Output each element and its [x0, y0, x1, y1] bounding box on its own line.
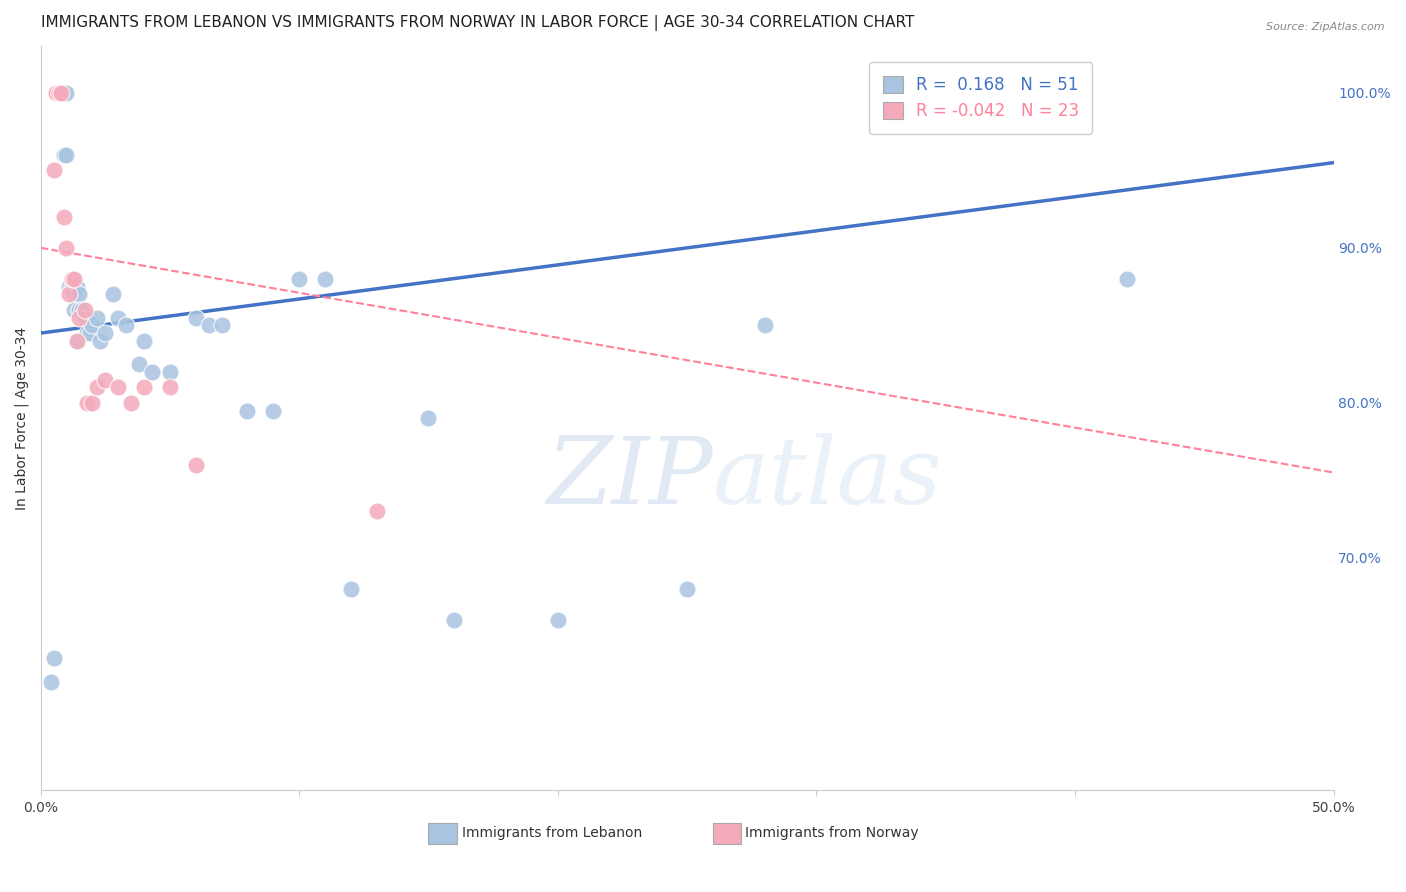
Point — [70, 302, 93, 317]
Point — [67, 310, 90, 325]
Point — [314, 272, 336, 286]
Legend: R =  0.168   N = 51, R = -0.042   N = 23: R = 0.168 N = 51, R = -0.042 N = 23 — [869, 62, 1092, 134]
Point — [48, 86, 70, 100]
Point — [211, 318, 233, 333]
Point — [48, 86, 70, 100]
Point — [132, 380, 155, 394]
Point — [86, 310, 108, 325]
Point — [197, 318, 219, 333]
Point — [52, 86, 75, 100]
Point — [76, 396, 98, 410]
Point — [418, 411, 440, 425]
Point — [184, 458, 207, 472]
Point — [58, 279, 80, 293]
Text: IMMIGRANTS FROM LEBANON VS IMMIGRANTS FROM NORWAY IN LABOR FORCE | AGE 30-34 COR: IMMIGRANTS FROM LEBANON VS IMMIGRANTS FR… — [41, 15, 914, 31]
Point — [101, 287, 124, 301]
Text: ZIP: ZIP — [547, 433, 713, 523]
Point — [52, 210, 75, 224]
Point — [94, 326, 117, 340]
Point — [443, 613, 465, 627]
Text: atlas: atlas — [713, 433, 942, 523]
Point — [366, 504, 388, 518]
Point — [288, 272, 311, 286]
Bar — [429, 822, 457, 844]
Point — [1115, 272, 1137, 286]
Point — [48, 86, 70, 100]
Point — [82, 318, 104, 333]
Point — [60, 279, 83, 293]
Point — [120, 396, 142, 410]
Point — [128, 357, 150, 371]
Point — [1012, 86, 1035, 100]
Point — [340, 582, 363, 596]
Point — [141, 365, 163, 379]
Point — [262, 403, 284, 417]
Point — [66, 334, 89, 348]
Point — [42, 651, 65, 665]
Point — [39, 674, 62, 689]
Point — [55, 241, 77, 255]
Text: Source: ZipAtlas.com: Source: ZipAtlas.com — [1267, 22, 1385, 32]
Point — [115, 318, 138, 333]
Point — [184, 310, 207, 325]
Point — [42, 163, 65, 178]
Point — [67, 287, 90, 301]
Point — [63, 302, 86, 317]
Point — [94, 373, 117, 387]
Point — [63, 287, 86, 301]
Point — [60, 272, 83, 286]
Point — [132, 334, 155, 348]
Point — [107, 380, 129, 394]
Point — [676, 582, 699, 596]
Point — [159, 365, 181, 379]
Point — [55, 86, 77, 100]
Point — [58, 287, 80, 301]
Point — [67, 302, 90, 317]
Point — [66, 334, 89, 348]
Text: Immigrants from Norway: Immigrants from Norway — [745, 826, 920, 840]
Point — [73, 310, 96, 325]
Point — [45, 86, 67, 100]
Point — [89, 334, 111, 348]
Bar — [713, 822, 741, 844]
Point — [45, 86, 67, 100]
Point — [63, 272, 86, 286]
Point — [82, 396, 104, 410]
Point — [547, 613, 569, 627]
Point — [55, 148, 77, 162]
Point — [51, 86, 73, 100]
Point — [52, 148, 75, 162]
Point — [48, 86, 70, 100]
Text: Immigrants from Lebanon: Immigrants from Lebanon — [463, 826, 643, 840]
Point — [66, 279, 89, 293]
Point — [159, 380, 181, 394]
Y-axis label: In Labor Force | Age 30-34: In Labor Force | Age 30-34 — [15, 326, 30, 510]
Point — [107, 310, 129, 325]
Point — [79, 326, 101, 340]
Point — [45, 86, 67, 100]
Point — [754, 318, 776, 333]
Point — [73, 302, 96, 317]
Point — [51, 86, 73, 100]
Point — [76, 326, 98, 340]
Point — [86, 380, 108, 394]
Point — [51, 86, 73, 100]
Point — [236, 403, 259, 417]
Point — [45, 86, 67, 100]
